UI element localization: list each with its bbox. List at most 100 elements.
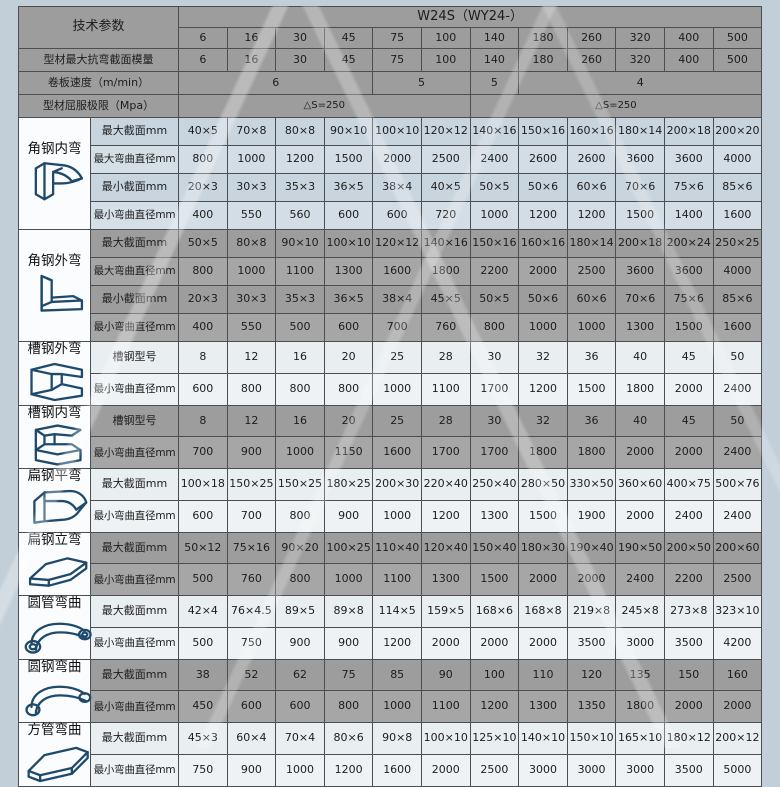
data-cell: 190×40 — [566, 531, 617, 565]
data-cell: 800 — [226, 372, 277, 406]
data-cell: 1300 — [615, 313, 665, 342]
table-row: 方管弯曲 最大截面mm 45×3 60×4 70×4 80×6 90×8 100×10 125×… — [18, 722, 763, 787]
model-column-header: 30 — [275, 27, 325, 49]
data-cell: 1100 — [420, 372, 471, 406]
data-cell: 20×3 — [178, 285, 228, 314]
data-cell: 60×6 — [566, 285, 617, 314]
data-cell: 75 — [372, 48, 422, 72]
data-cell: 500 — [178, 626, 228, 660]
data-cell: 150×40 — [469, 531, 520, 565]
data-cell: 12 — [226, 341, 277, 374]
table-row: 最大弯曲直径mm 800 1000 1100 1300 1600 1800 2200 2000 2… — [19, 257, 763, 286]
data-cell: 50×6 — [518, 285, 568, 314]
data-cell: 1100 — [420, 690, 471, 724]
data-cell: 36 — [566, 341, 617, 374]
round-bar-bend-icon — [20, 676, 92, 722]
data-cell: △S=250 — [178, 94, 471, 118]
data-cell: 45 — [663, 404, 714, 438]
data-cell: 6 — [178, 48, 228, 72]
data-cell: 3600 — [663, 145, 714, 174]
data-cell: 280×50 — [518, 468, 568, 501]
data-cell: 600 — [226, 690, 277, 724]
data-cell: 2500 — [469, 753, 520, 787]
data-cell: 160×16 — [518, 229, 568, 258]
data-cell: 100×10 — [372, 117, 422, 146]
data-cell: 900 — [226, 436, 277, 470]
data-cell: 45 — [663, 341, 714, 374]
data-cell: 140×10 — [518, 722, 568, 755]
data-cell: 4000 — [712, 145, 763, 174]
measure-label: 最小截面mm — [89, 285, 180, 314]
data-cell: 75 — [323, 658, 374, 692]
data-cell: 900 — [226, 753, 277, 787]
data-cell: 50×5 — [469, 173, 520, 202]
data-cell: 1150 — [323, 436, 374, 470]
data-cell: 20 — [323, 404, 374, 438]
data-cell: 90×10 — [275, 229, 325, 258]
data-cell: △S=250 — [469, 94, 763, 118]
measure-label: 最小弯曲直径mm — [89, 436, 180, 470]
data-cell: 1800 — [420, 257, 471, 286]
measure-label: 最小弯曲直径mm — [89, 690, 180, 724]
data-cell: 2000 — [663, 372, 714, 406]
data-cell: 3600 — [663, 257, 714, 286]
measure-label: 最大弯曲直径mm — [89, 145, 180, 174]
data-cell: 36×5 — [323, 285, 374, 314]
table-row: 槽钢外弯 槽钢型号 8 12 16 20 25 28 30 32 36 40 45 50 — [18, 341, 763, 406]
data-cell: 3000 — [615, 753, 665, 787]
data-cell: 2400 — [663, 499, 714, 533]
data-cell: 900 — [323, 499, 374, 533]
data-cell: 2500 — [712, 563, 763, 597]
data-cell: 900 — [275, 626, 325, 660]
section-title: 槽钢外弯 — [27, 341, 82, 357]
data-cell: 1200 — [518, 201, 568, 230]
measure-label: 槽钢型号 — [89, 341, 180, 374]
measure-label: 最大截面mm — [89, 229, 180, 258]
data-cell: 80×8 — [226, 229, 277, 258]
angle-steel-inner-bend-icon — [20, 159, 89, 205]
data-cell: 1500 — [566, 372, 617, 406]
data-cell: 800 — [178, 145, 228, 174]
data-cell: 89×8 — [323, 595, 374, 628]
data-cell: 35×3 — [275, 173, 325, 202]
data-cell: 2200 — [663, 563, 714, 597]
data-cell: 50×5 — [178, 229, 228, 258]
data-cell: 1600 — [712, 313, 763, 342]
section-title: 圆管弯曲 — [27, 595, 82, 612]
data-cell: 160×16 — [566, 117, 617, 146]
data-cell: 800 — [469, 313, 520, 342]
measure-label: 最大截面mm — [89, 595, 180, 628]
data-cell: 75×6 — [663, 285, 714, 314]
data-cell: 1200 — [469, 690, 520, 724]
data-cell: 200×24 — [663, 229, 714, 258]
data-cell: 40 — [615, 341, 665, 374]
data-cell: 2000 — [663, 436, 714, 470]
data-cell: 32 — [518, 404, 568, 438]
model-column-header: 260 — [566, 27, 617, 49]
data-cell: 100×25 — [323, 531, 374, 565]
data-cell: 1500 — [663, 313, 714, 342]
data-cell: 180×14 — [615, 117, 665, 146]
data-cell: 750 — [178, 753, 228, 787]
data-cell: 30×3 — [226, 173, 277, 202]
data-cell: 700 — [226, 499, 277, 533]
data-cell: 50×5 — [469, 285, 520, 314]
data-cell: 800 — [275, 499, 325, 533]
data-cell: 12 — [226, 404, 277, 438]
data-cell: 85 — [372, 658, 422, 692]
data-cell: 180×12 — [663, 722, 714, 755]
data-cell: 90×8 — [372, 722, 422, 755]
table-row: 最小截面mm 20×3 30×3 35×3 36×5 38×4 40×5 50×5 50×6 60… — [19, 173, 763, 202]
section-title: 方管弯曲 — [27, 722, 82, 739]
model-column-header: 6 — [178, 27, 228, 49]
data-cell: 6 — [178, 71, 374, 95]
data-cell: 5 — [372, 71, 471, 95]
data-cell: 600 — [275, 690, 325, 724]
section-angle-steel-outer-bend-icon-cell: 角钢外弯 — [18, 229, 91, 342]
data-cell: 2200 — [469, 257, 520, 286]
section-title: 槽钢内弯 — [27, 404, 82, 421]
data-cell: 100×18 — [178, 468, 228, 501]
data-cell: 90 — [420, 658, 471, 692]
data-cell: 273×8 — [663, 595, 714, 628]
flat-steel-flat-bend-icon — [20, 486, 89, 532]
